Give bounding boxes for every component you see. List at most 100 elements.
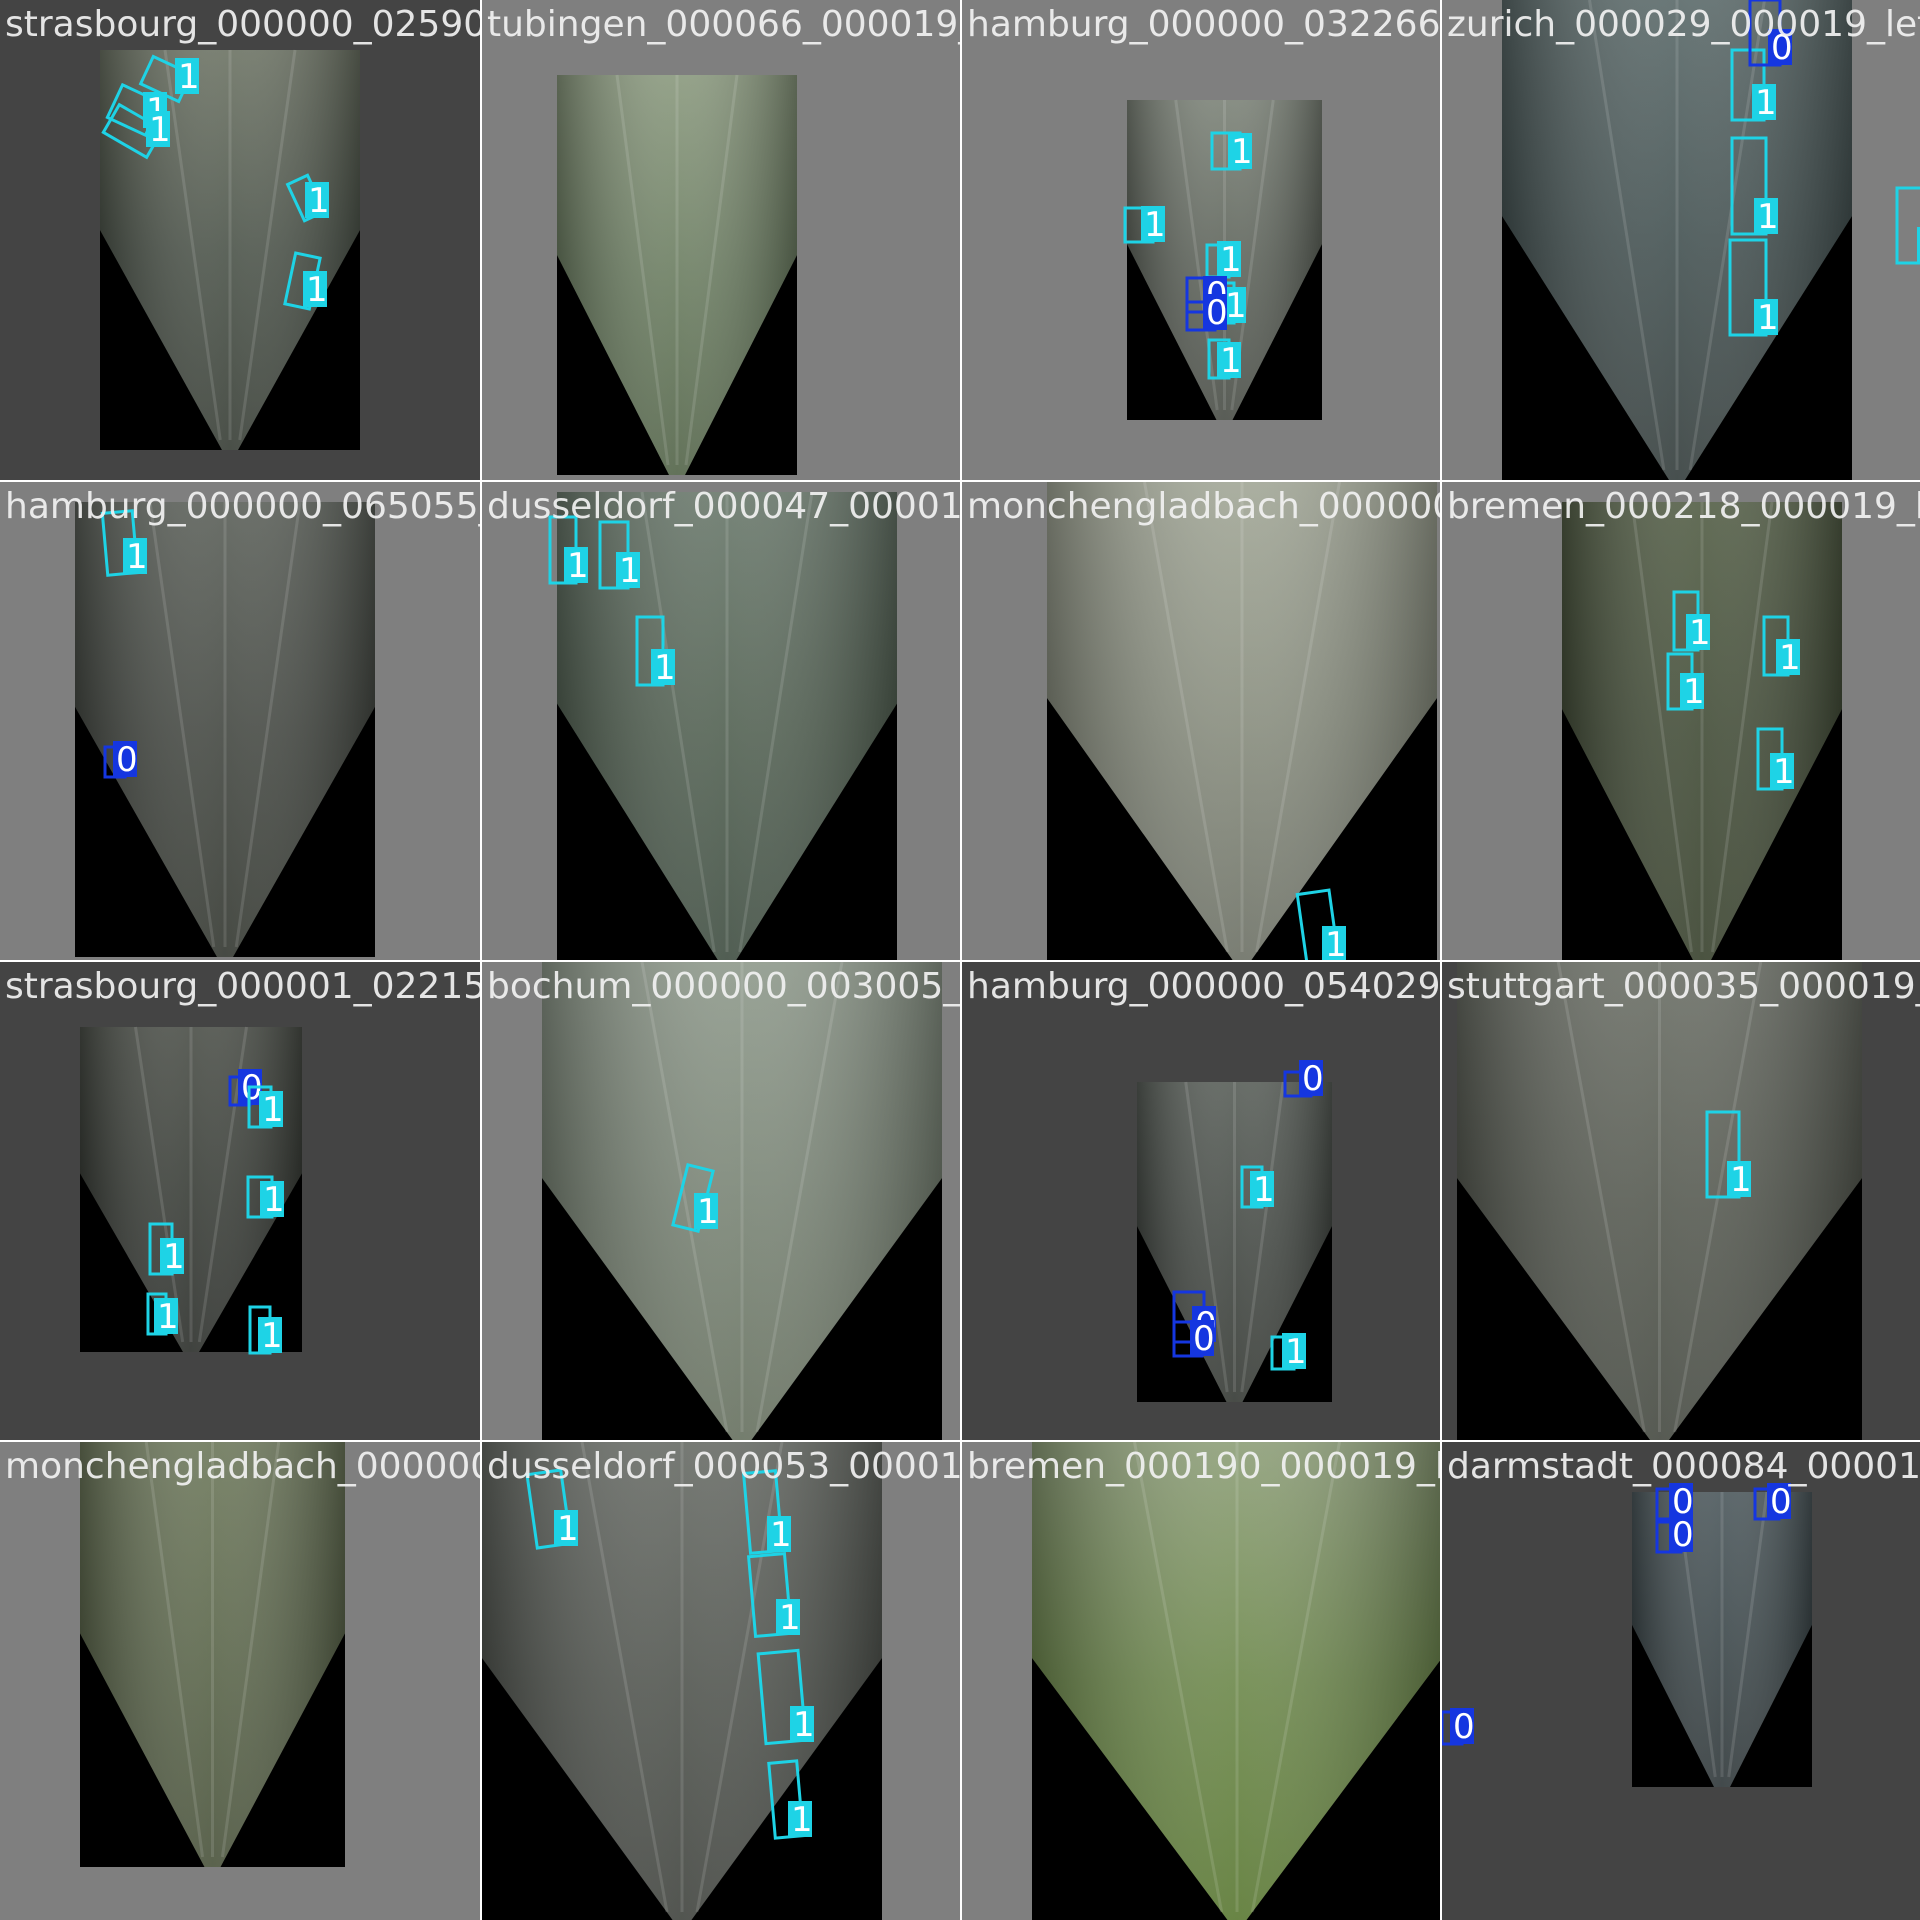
box-label-text: 1	[557, 1509, 579, 1549]
box-label-text: 1	[770, 1515, 792, 1555]
box-label-text: 1	[262, 1090, 284, 1130]
box-label-text: 1	[1757, 197, 1779, 237]
box-label-text: 1	[1755, 83, 1777, 123]
box-outline	[1895, 186, 1920, 265]
box-label-tag	[1917, 227, 1920, 263]
detection-box-class-1: 1	[741, 1469, 792, 1555]
road-shading	[80, 1027, 302, 1352]
box-label-tag	[790, 1706, 814, 1742]
box-label-text: 1	[779, 1598, 801, 1638]
mosaic-tile: 111110zurich_000029_000019_leftImg8bit.p…	[1442, 0, 1920, 480]
mosaic-tile: 1 monchengladbach_000000_019901_leftImg8b…	[962, 482, 1440, 960]
box-label-tag	[1669, 1483, 1693, 1519]
box-label-tag	[651, 649, 675, 685]
tile-filename: bochum_000000_003005_leftImg8bit.png	[487, 966, 960, 1007]
road-shading	[557, 75, 797, 475]
lane-streak	[580, 1442, 669, 1913]
road-shading	[100, 50, 360, 450]
detection-box-class-1: 1	[1762, 615, 1801, 678]
box-outline	[1295, 888, 1341, 960]
box-label-text: 1	[1225, 286, 1247, 326]
mosaic-tile: monchengladbach_000000_009976_leftImg8bi…	[0, 1442, 480, 1920]
box-label-text: 0	[1672, 1515, 1694, 1555]
tile-filename: dusseldorf_000053_000019_leftImg8bit.png	[487, 1446, 960, 1487]
detection-box-class-1: 1	[138, 54, 200, 104]
tile-filename: stuttgart_000035_000019_leftImg8bit.png	[1447, 966, 1920, 1007]
box-label-text: 1	[149, 110, 171, 150]
road-shading	[1632, 1492, 1812, 1787]
lane-streak	[1688, 0, 1766, 471]
box-label-text: 1	[1773, 752, 1795, 792]
detection-box-class-0: 0	[1172, 1319, 1215, 1359]
tile-canvas: 01001	[962, 962, 1440, 1440]
detection-box-class-1: 1	[756, 1648, 815, 1746]
box-label-text: 1	[567, 546, 589, 586]
box-label-text: 1	[261, 1316, 283, 1356]
road-shading	[542, 962, 942, 1440]
lane-streak	[1588, 0, 1666, 471]
box-outline	[741, 1469, 785, 1555]
box-label-tag	[788, 1801, 812, 1837]
lane-streak	[144, 1442, 205, 1858]
box-label-tag	[776, 1599, 800, 1635]
box-outline	[756, 1648, 808, 1746]
tile-filename: zurich_000029_000019_leftImg8bit.png	[1447, 4, 1920, 45]
box-label-tag	[260, 1181, 284, 1217]
tile-filename: bremen_000218_000019_leftImg8bit.png	[1447, 486, 1920, 527]
tile-filename: bremen_000190_000019_leftImg8bit.png	[967, 1446, 1440, 1487]
box-label-text: 0	[1302, 1059, 1324, 1099]
lane-streak	[1250, 1442, 1341, 1913]
box-label-text: 0	[116, 740, 138, 780]
box-label-tag	[767, 1516, 791, 1552]
box-label-text: 1	[157, 1297, 179, 1337]
box-label-text: 1	[163, 1237, 185, 1277]
lane-streak	[1630, 501, 1693, 953]
detection-box-class-1: 1	[525, 1468, 579, 1550]
detection-box-class-1: 1	[1270, 1332, 1307, 1372]
box-outline	[1705, 1110, 1741, 1199]
tile-canvas: 10	[0, 482, 480, 960]
detection-box-class-0: 0	[1655, 1482, 1694, 1522]
box-label-tag	[1768, 29, 1792, 65]
box-label-text: 1	[1325, 925, 1347, 960]
lane-streak	[755, 962, 844, 1433]
detection-box-class-0: 0	[103, 740, 138, 780]
mosaic-tile: 1 bochum_000000_003005_leftImg8bit.png	[482, 962, 960, 1440]
mosaic-tile: bremen_000190_000019_leftImg8bit.png	[962, 1442, 1440, 1920]
detection-box-class-1: 1	[248, 1305, 283, 1356]
lane-streak	[1133, 1442, 1224, 1913]
box-label-text: 0	[1770, 1482, 1792, 1522]
box-label-text: 1	[1253, 1170, 1275, 1210]
box-label-tag	[175, 58, 199, 94]
detection-box-class-1: 1	[100, 509, 148, 577]
box-label-text: 1	[126, 537, 148, 577]
box-label-text: 1	[619, 551, 641, 591]
box-label-text: 1	[306, 270, 328, 310]
detection-box-class-1: 1	[1705, 1110, 1752, 1200]
detection-box-class-1: 1	[285, 173, 330, 223]
box-label-tag	[1217, 241, 1241, 277]
tile-canvas: 1111100	[962, 0, 1440, 480]
detection-box-class-1: 1	[283, 251, 328, 311]
box-label-text: 1	[697, 1192, 719, 1232]
detection-box-class-0: 0	[1748, 0, 1793, 68]
lane-streak	[640, 491, 716, 953]
box-label-tag	[616, 552, 640, 588]
lane-streak	[615, 74, 670, 466]
box-label-tag	[1776, 639, 1800, 675]
mosaic-tile: 1 stuttgart_000035_000019_leftImg8bit.png	[1442, 962, 1920, 1440]
box-label-tag	[1767, 1483, 1791, 1519]
box-outline	[1728, 238, 1768, 337]
box-label-text: 1	[793, 1705, 815, 1745]
detection-box-class-1: 1	[671, 1162, 719, 1234]
mosaic-tile: 1 1 1 1 bremen_000218_000019_leftImg8bit.png	[1442, 482, 1920, 960]
box-label-text: 1	[308, 181, 330, 221]
lane-streak	[220, 1442, 281, 1858]
box-label-tag	[154, 1298, 178, 1334]
box-label-text: 1	[1757, 298, 1779, 338]
detection-box-class-1: 1	[146, 1292, 179, 1337]
